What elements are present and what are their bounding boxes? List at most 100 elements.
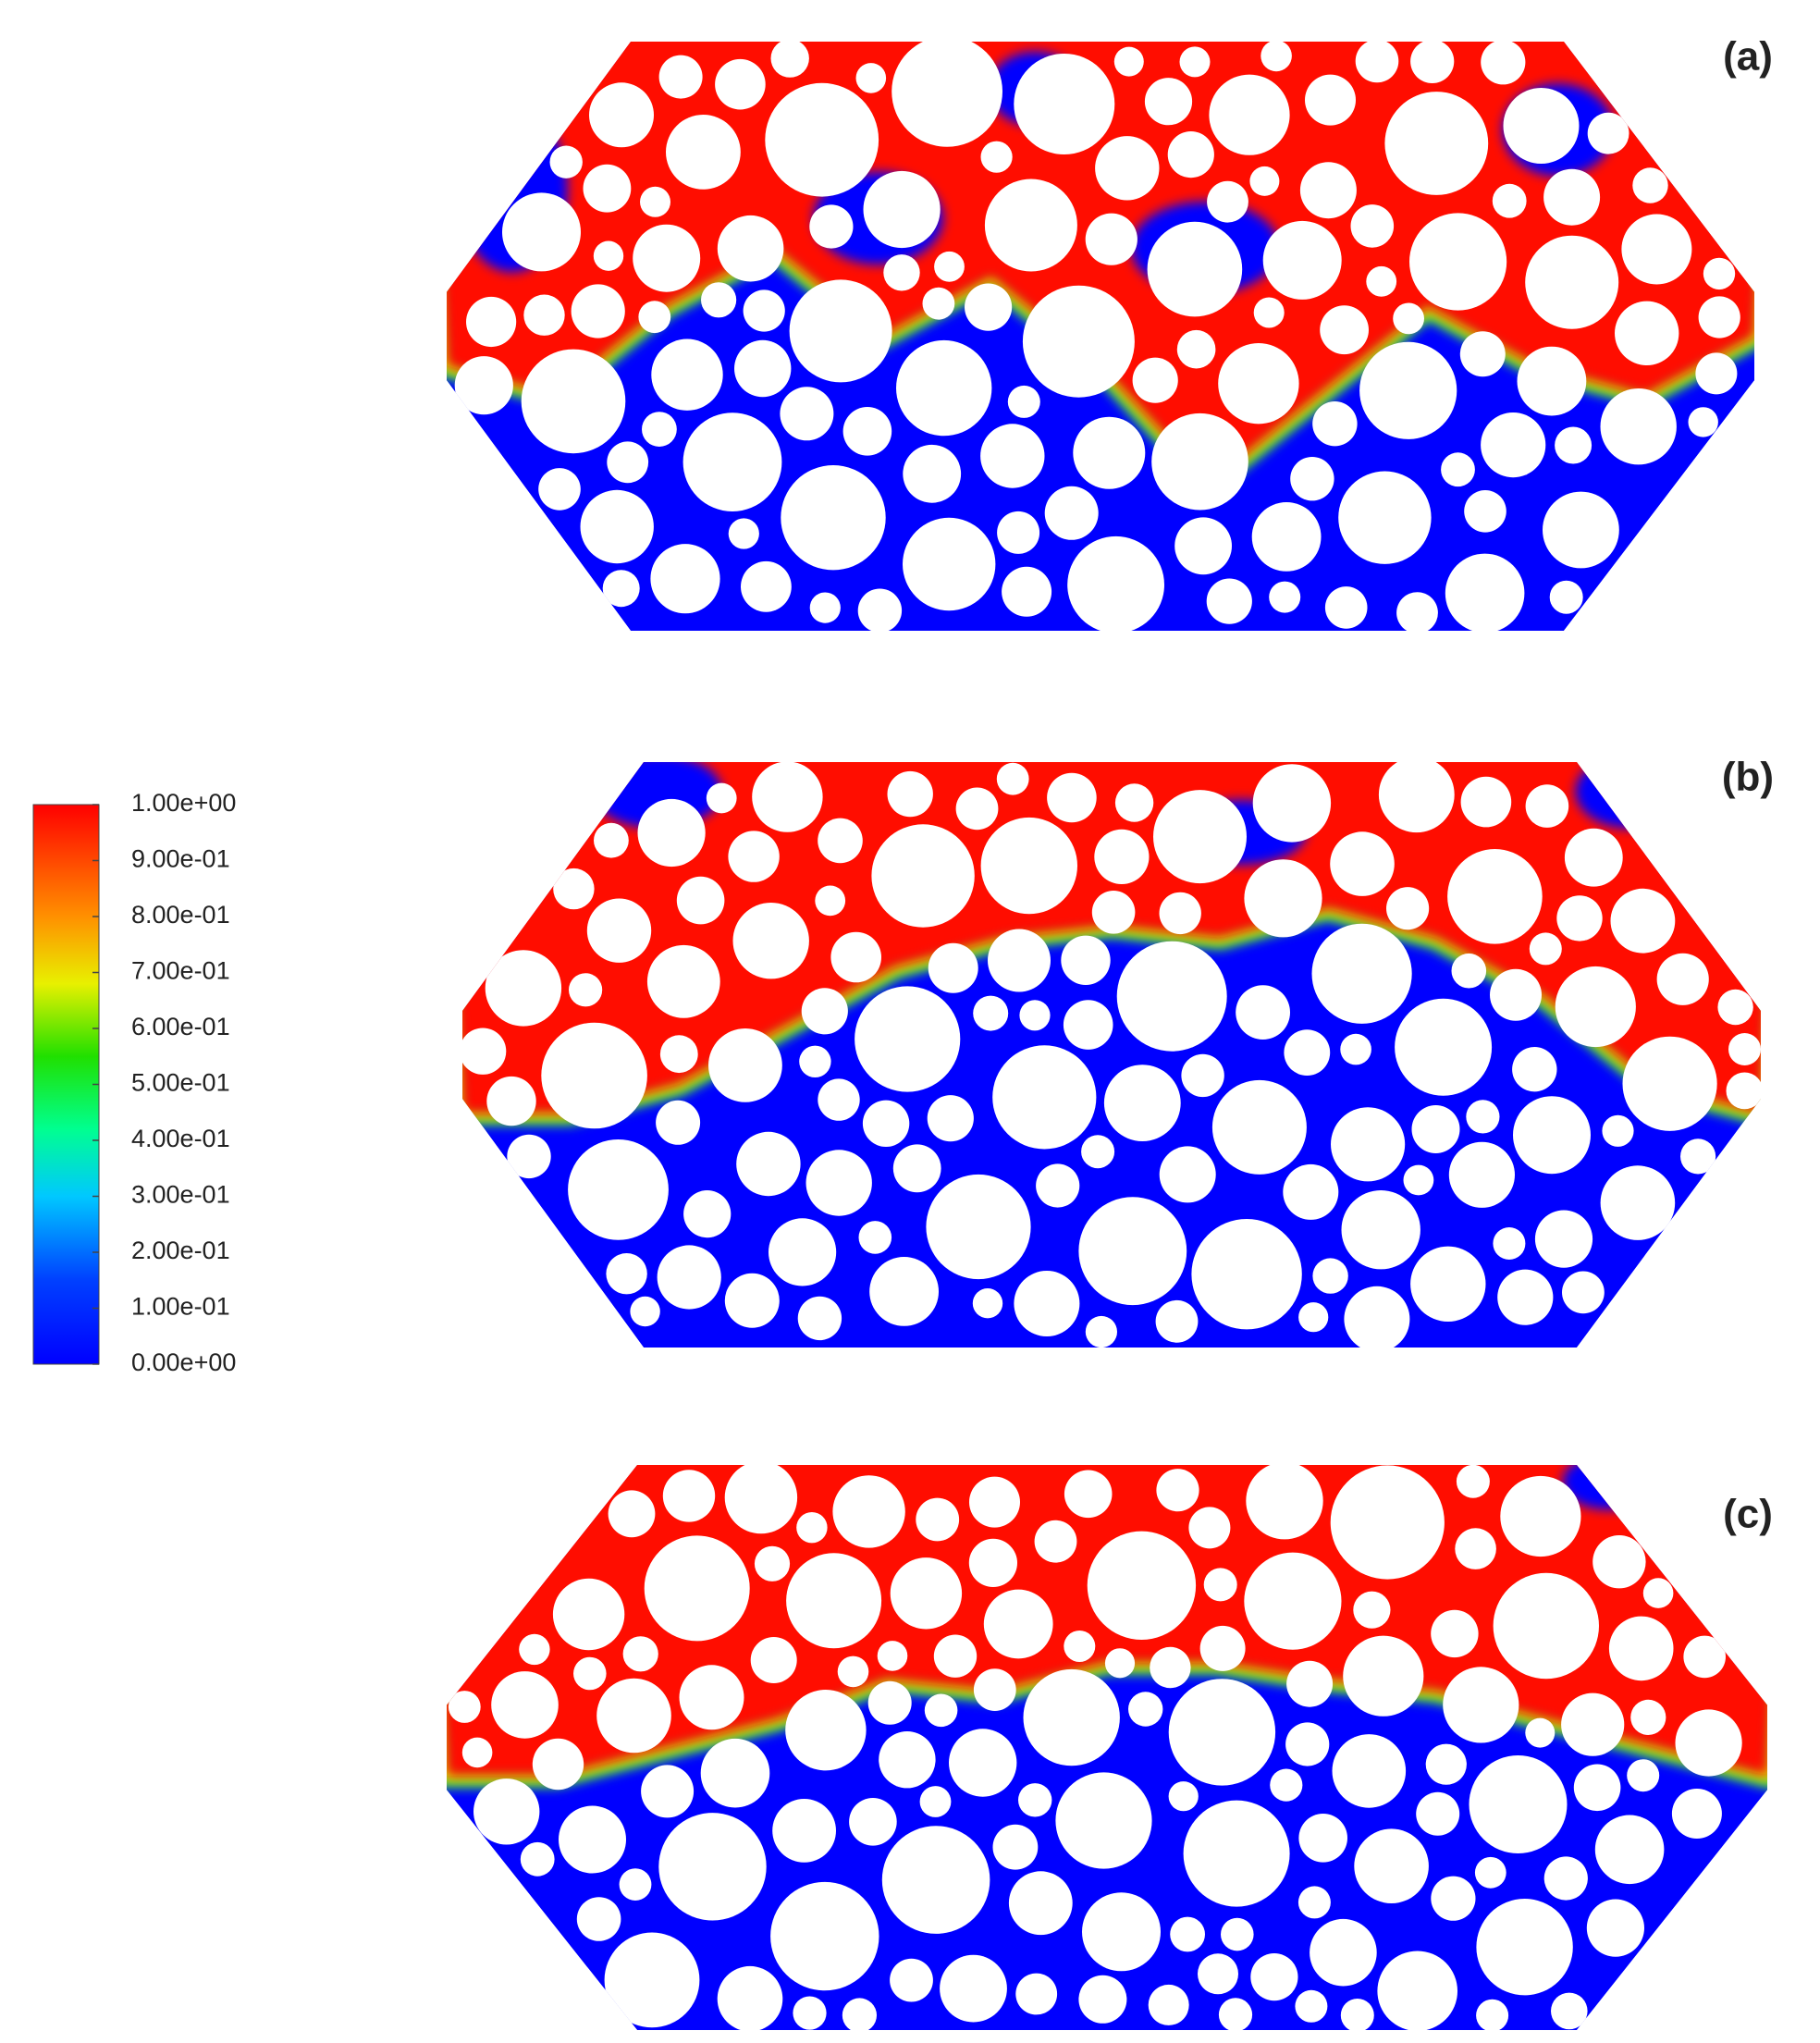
particle bbox=[1564, 828, 1623, 887]
particle bbox=[1675, 1709, 1742, 1777]
particle bbox=[1395, 998, 1493, 1096]
particle bbox=[1128, 1692, 1163, 1727]
particle bbox=[1047, 772, 1097, 823]
particle bbox=[752, 762, 823, 832]
particle bbox=[658, 55, 703, 99]
particle bbox=[1377, 1951, 1457, 2030]
particle bbox=[1680, 1138, 1716, 1175]
particle bbox=[1698, 296, 1740, 338]
particle bbox=[997, 511, 1040, 554]
particle bbox=[1167, 131, 1214, 178]
particle bbox=[1503, 88, 1580, 164]
phase-gap bbox=[457, 1465, 569, 1510]
particle bbox=[700, 1738, 770, 1808]
particle bbox=[734, 339, 792, 398]
particle bbox=[797, 1296, 842, 1341]
particle bbox=[883, 254, 920, 291]
panel-label: (a) bbox=[1723, 34, 1773, 80]
particle bbox=[1284, 1029, 1331, 1076]
particle bbox=[832, 1475, 905, 1548]
particle bbox=[1283, 1163, 1339, 1220]
particle bbox=[1481, 412, 1546, 478]
particle bbox=[799, 1045, 831, 1078]
particle bbox=[1393, 302, 1424, 335]
particle bbox=[818, 1078, 860, 1121]
particle bbox=[1262, 220, 1342, 300]
panel-label: (c) bbox=[1723, 1492, 1773, 1537]
particle bbox=[1209, 74, 1290, 155]
particle bbox=[1244, 859, 1322, 938]
phase-region bbox=[462, 762, 1761, 1114]
particle bbox=[1586, 1899, 1644, 1957]
particle bbox=[659, 1035, 698, 1074]
particle bbox=[1543, 1856, 1588, 1901]
particle bbox=[1095, 136, 1160, 201]
particle bbox=[569, 973, 603, 1007]
particle bbox=[1448, 1141, 1515, 1208]
particle bbox=[1561, 1692, 1625, 1756]
particle bbox=[1014, 1271, 1080, 1336]
particle bbox=[708, 1028, 782, 1102]
particle bbox=[1132, 357, 1178, 403]
particle bbox=[1555, 966, 1636, 1048]
particle bbox=[637, 798, 706, 868]
particle bbox=[593, 240, 624, 271]
particle bbox=[448, 1691, 481, 1723]
particle bbox=[969, 1476, 1020, 1528]
panel-label: (b) bbox=[1722, 755, 1774, 800]
particle bbox=[1656, 953, 1709, 1005]
particle bbox=[934, 251, 965, 282]
particle bbox=[568, 1139, 669, 1240]
particle bbox=[1022, 285, 1135, 398]
panel bbox=[462, 762, 1761, 1348]
colorbar-tick-label: 5.00e-01 bbox=[131, 1069, 230, 1097]
particle bbox=[728, 518, 759, 549]
particle bbox=[867, 1680, 912, 1725]
particle bbox=[984, 178, 1077, 272]
panel bbox=[447, 1465, 1767, 2030]
particle bbox=[1340, 1033, 1371, 1065]
particle bbox=[1203, 1568, 1237, 1602]
particle bbox=[988, 929, 1051, 992]
particle bbox=[1295, 1989, 1328, 2023]
particle bbox=[1549, 580, 1583, 614]
particle bbox=[1621, 214, 1692, 285]
particle bbox=[1451, 953, 1487, 989]
particle bbox=[926, 1174, 1031, 1280]
particle bbox=[770, 1881, 879, 1991]
particle bbox=[650, 544, 720, 614]
particle bbox=[1411, 1105, 1460, 1153]
particle bbox=[955, 787, 999, 831]
particle bbox=[576, 1897, 621, 1941]
particle bbox=[1153, 790, 1247, 884]
particle bbox=[1386, 887, 1430, 930]
particle bbox=[1695, 352, 1738, 395]
particle bbox=[1298, 1302, 1329, 1333]
particle bbox=[679, 1665, 744, 1730]
particle bbox=[1610, 888, 1676, 954]
particle bbox=[801, 988, 848, 1035]
particle bbox=[465, 296, 517, 348]
particle bbox=[842, 1998, 878, 2030]
particle bbox=[701, 282, 737, 318]
particle bbox=[809, 592, 841, 623]
particle bbox=[809, 204, 854, 249]
particle bbox=[996, 762, 1029, 795]
particle bbox=[1497, 1269, 1554, 1325]
colorbar-tick-label: 9.00e-01 bbox=[131, 845, 230, 873]
particle bbox=[641, 1765, 695, 1818]
particle bbox=[638, 301, 671, 334]
particle bbox=[1103, 1065, 1181, 1141]
particle bbox=[919, 1786, 952, 1817]
particle bbox=[1155, 1299, 1199, 1343]
particle bbox=[1181, 1053, 1224, 1098]
particle bbox=[1290, 457, 1334, 501]
particle bbox=[1353, 1591, 1391, 1629]
particle bbox=[728, 831, 780, 882]
particle bbox=[862, 1100, 910, 1148]
particle bbox=[1085, 1315, 1118, 1348]
particle bbox=[1018, 1783, 1052, 1817]
particle bbox=[869, 1257, 939, 1326]
